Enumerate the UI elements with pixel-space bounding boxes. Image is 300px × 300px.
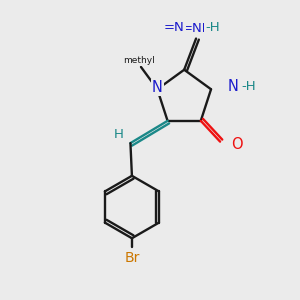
Text: H: H bbox=[114, 128, 124, 141]
Text: methyl: methyl bbox=[123, 56, 154, 65]
Text: =NH: =NH bbox=[182, 22, 212, 34]
Text: -H: -H bbox=[205, 21, 220, 34]
Text: Br: Br bbox=[124, 250, 140, 265]
Text: N: N bbox=[227, 80, 238, 94]
Text: O: O bbox=[231, 136, 243, 152]
Text: -H: -H bbox=[242, 80, 256, 93]
Text: N: N bbox=[152, 80, 163, 95]
Text: =N: =N bbox=[164, 21, 185, 34]
